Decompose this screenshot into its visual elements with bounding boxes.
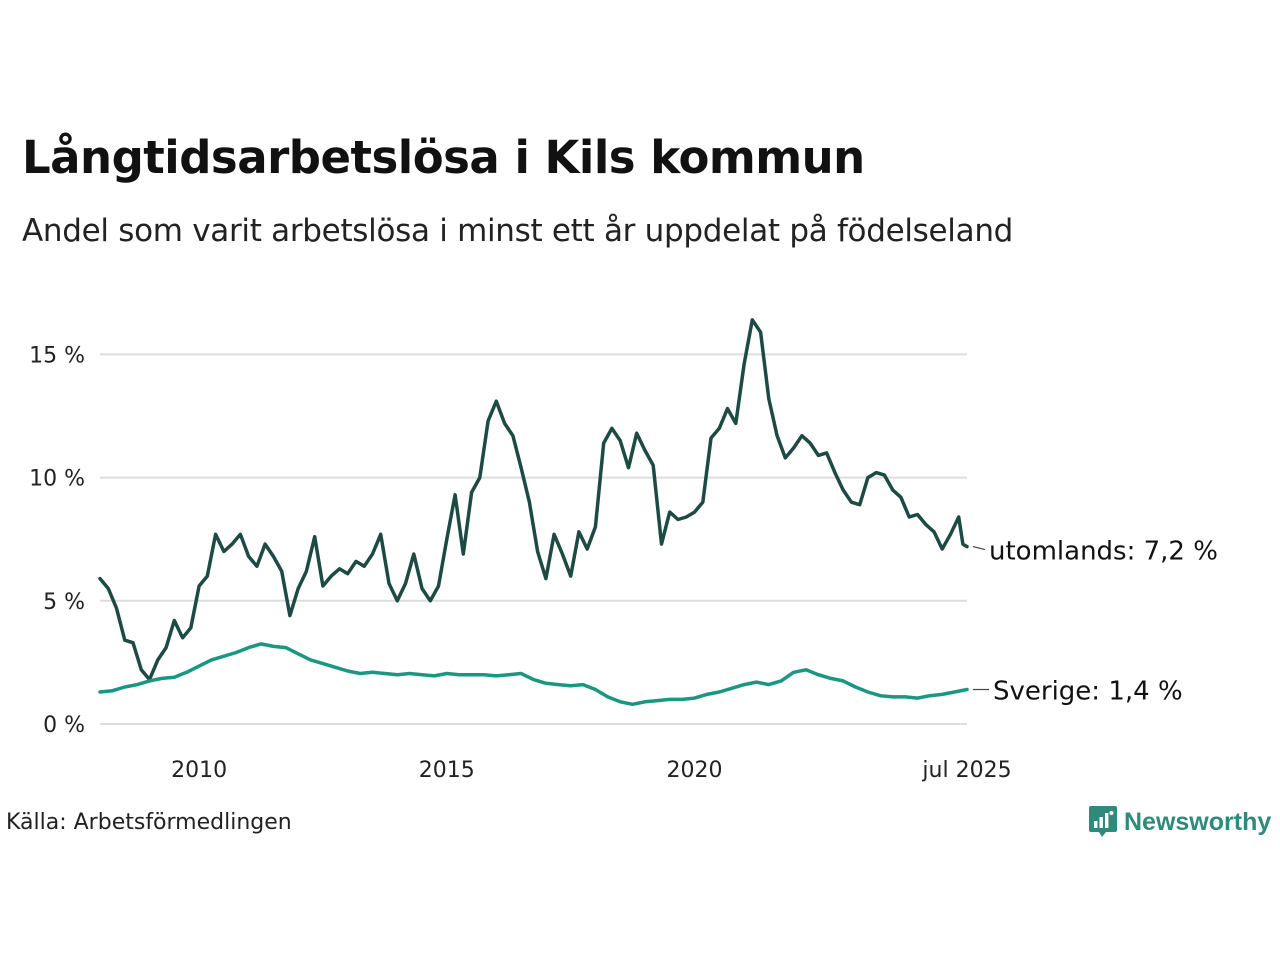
x-tick-label: 2015 — [419, 758, 475, 783]
gridlines — [100, 353, 967, 725]
series-end-label: Sverige: 1,4 % — [993, 677, 1183, 707]
x-tick-label: jul 2025 — [921, 758, 1011, 783]
y-tick-label: 15 % — [29, 343, 85, 368]
y-tick-label: 5 % — [43, 590, 85, 615]
newsworthy-logo: Newsworthy — [1088, 804, 1271, 840]
x-axis-ticks: 2010 2015 2020 jul 2025 — [171, 758, 1011, 783]
series-line-sverige — [98, 642, 969, 707]
series-line-utomlands — [98, 318, 969, 682]
y-tick-label: 10 % — [29, 467, 85, 492]
end-label-connector — [972, 545, 986, 551]
series-end-label: utomlands: 7,2 % — [989, 537, 1218, 567]
chart-subtitle: Andel som varit arbetslösa i minst ett å… — [22, 213, 1014, 249]
line-chart: 0 % 5 % 10 % 15 % 2010 2015 2020 jul 2025 utom… — [29, 318, 1218, 783]
newsworthy-logo-icon — [1089, 806, 1117, 837]
series-lines — [98, 318, 969, 707]
y-axis-ticks: 0 % 5 % 10 % 15 % — [29, 343, 85, 738]
x-tick-label: 2020 — [667, 758, 723, 783]
chart-title: Långtidsarbetslösa i Kils kommun — [22, 131, 865, 184]
series-end-labels: utomlands: 7,2 % Sverige: 1,4 % — [972, 537, 1218, 707]
source-note: Källa: Arbetsförmedlingen — [6, 810, 292, 835]
x-tick-label: 2010 — [171, 758, 227, 783]
newsworthy-logo-text: Newsworthy — [1124, 807, 1272, 836]
y-tick-label: 0 % — [43, 713, 85, 738]
